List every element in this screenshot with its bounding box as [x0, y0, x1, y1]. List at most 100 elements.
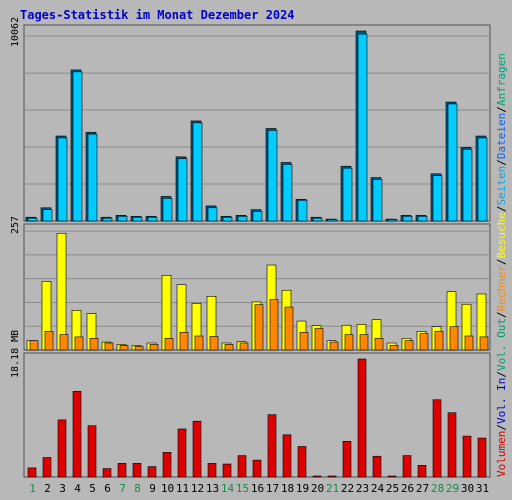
bar-files-day-25: [387, 219, 398, 222]
bar-hosts-day-28: [434, 331, 444, 351]
bar-hosts-day-2: [44, 331, 54, 351]
bar-hosts-day-16: [254, 304, 264, 351]
x-axis-day-labels: 1 2 3 4 5 6 7 8 9 10 11 12 13 14 15 16 17 18 19 20 21 22 23 24 2…: [29, 482, 489, 495]
bar-hosts-day-30: [464, 335, 474, 351]
bar-files-day-28: [432, 175, 443, 222]
bar-volume-day-13: [207, 463, 217, 478]
bar-files-day-5: [87, 133, 98, 222]
x-tick-label-day-7: 7: [119, 482, 126, 495]
x-tick-label-day-26: 26: [401, 482, 414, 495]
bar-volume-day-8: [132, 463, 142, 478]
bar-hosts-day-8: [134, 345, 144, 351]
bar-files-day-10: [162, 198, 173, 222]
x-tick-label-day-28: 28: [431, 482, 444, 495]
bar-hosts-day-3: [59, 334, 69, 351]
bar-files-day-3: [57, 137, 68, 222]
legend-separator: /: [495, 424, 508, 431]
bar-volume-day-3: [57, 419, 67, 478]
x-tick-label-day-31: 31: [476, 482, 489, 495]
bar-files-day-22: [342, 167, 353, 222]
bar-files-day-31: [477, 137, 488, 222]
bar-files-day-15: [237, 215, 248, 222]
bar-volume-day-31: [477, 437, 487, 478]
bar-files-day-17: [267, 130, 278, 222]
bar-hosts-day-5: [89, 338, 99, 351]
bar-visits-day-3: [56, 232, 67, 351]
legend-kbin: Vol. In: [495, 378, 508, 424]
legend-visits: Besuche: [495, 212, 508, 258]
bar-volume-day-15: [237, 455, 247, 478]
bar-files-day-16: [252, 211, 263, 222]
bar-hosts-day-17: [269, 299, 279, 351]
bar-volume-day-19: [297, 446, 307, 478]
legend-separator: /: [495, 106, 508, 113]
x-tick-label-day-2: 2: [44, 482, 51, 495]
x-tick-label-day-19: 19: [296, 482, 309, 495]
bar-volume-day-2: [42, 457, 52, 478]
x-tick-label-day-4: 4: [74, 482, 81, 495]
x-tick-label-day-3: 3: [59, 482, 66, 495]
bar-volume-day-16: [252, 459, 262, 478]
y-max-label: 10062: [10, 17, 21, 47]
x-tick-label-day-1: 1: [29, 482, 36, 495]
bar-hosts-day-19: [299, 331, 309, 351]
x-tick-label-day-29: 29: [446, 482, 459, 495]
legend-separator: /: [495, 311, 508, 318]
x-tick-label-day-9: 9: [149, 482, 156, 495]
bar-volume-day-29: [447, 412, 457, 478]
bar-volume-day-1: [27, 467, 37, 478]
x-tick-label-day-17: 17: [266, 482, 279, 495]
bar-files-day-8: [132, 216, 143, 222]
volume-panel: 18.18 MB: [10, 330, 491, 478]
bar-volume-day-4: [72, 391, 82, 478]
bar-hosts-day-24: [374, 338, 384, 351]
x-tick-label-day-23: 23: [356, 482, 369, 495]
bar-files-day-14: [222, 216, 233, 222]
bar-files-day-18: [282, 164, 293, 222]
bar-hosts-day-22: [344, 334, 354, 351]
bar-hosts-day-7: [119, 345, 129, 351]
visits-panel: 257: [10, 216, 491, 351]
bar-volume-day-28: [432, 399, 442, 478]
x-tick-label-day-14: 14: [221, 482, 235, 495]
bar-hosts-day-6: [104, 342, 114, 351]
bar-hosts-day-13: [209, 336, 219, 351]
bar-volume-day-23: [357, 358, 367, 478]
bar-hosts-day-27: [419, 333, 429, 351]
bar-volume-day-11: [177, 428, 187, 478]
legend-pages: Seiten: [495, 166, 508, 206]
hits-panel: 10062: [10, 17, 491, 222]
x-tick-label-day-11: 11: [176, 482, 189, 495]
x-tick-label-day-24: 24: [371, 482, 385, 495]
bar-files-day-9: [147, 216, 158, 222]
bar-hosts-day-25: [389, 345, 399, 351]
x-tick-label-day-8: 8: [134, 482, 141, 495]
bar-files-day-30: [462, 148, 473, 222]
legend-separator: /: [495, 159, 508, 166]
bar-hosts-day-14: [224, 344, 234, 351]
bar-volume-day-22: [342, 441, 352, 478]
bar-files-day-29: [447, 103, 458, 222]
bar-files-day-7: [117, 215, 128, 222]
bar-volume-day-21: [327, 475, 337, 478]
bar-volume-day-25: [387, 475, 397, 478]
bar-hosts-day-29: [449, 326, 459, 351]
bar-files-day-24: [372, 179, 383, 222]
bar-hosts-day-11: [179, 331, 189, 351]
x-tick-label-day-10: 10: [161, 482, 174, 495]
x-tick-label-day-21: 21: [326, 482, 339, 495]
x-tick-label-day-27: 27: [416, 482, 429, 495]
x-tick-label-day-20: 20: [311, 482, 324, 495]
legend-separator: /: [495, 205, 508, 212]
x-tick-label-day-25: 25: [386, 482, 399, 495]
bar-volume-day-12: [192, 420, 202, 478]
bar-volume-day-24: [372, 455, 382, 478]
bar-volume-day-20: [312, 475, 322, 478]
y-max-label: 18.18 MB: [10, 330, 21, 378]
bar-hosts-day-1: [29, 340, 39, 351]
x-tick-label-day-22: 22: [341, 482, 354, 495]
bar-hosts-day-9: [149, 344, 159, 351]
legend-kbout: Vol. Out: [495, 318, 508, 371]
x-tick-label-day-13: 13: [206, 482, 219, 495]
